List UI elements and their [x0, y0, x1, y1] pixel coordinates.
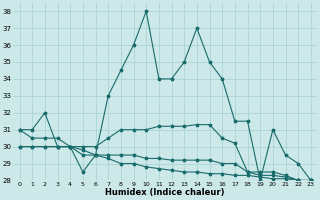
X-axis label: Humidex (Indice chaleur): Humidex (Indice chaleur): [106, 188, 225, 197]
